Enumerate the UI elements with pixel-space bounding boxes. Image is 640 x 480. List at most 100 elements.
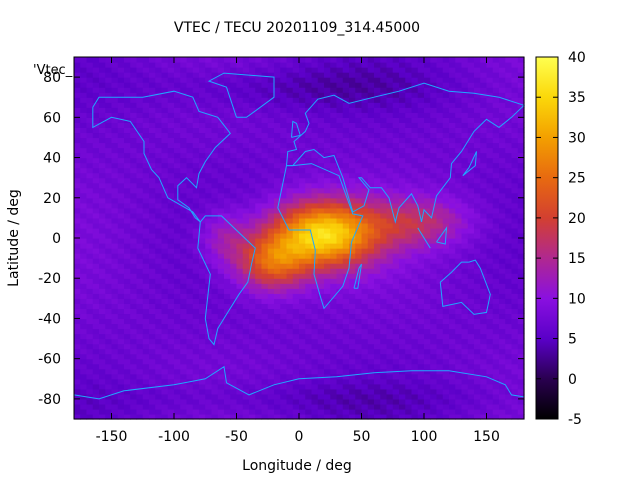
- heatmap-cell: [386, 288, 394, 294]
- heatmap-cell: [474, 72, 481, 78]
- heatmap-cell: [224, 187, 231, 194]
- heatmap-cell: [117, 167, 125, 174]
- heatmap-cell: [217, 258, 225, 264]
- heatmap-cell: [374, 102, 381, 108]
- heatmap-cell: [455, 263, 463, 269]
- heatmap-cell: [305, 383, 313, 390]
- heatmap-cell: [255, 162, 263, 169]
- heatmap-cell: [499, 127, 506, 134]
- heatmap-cell: [274, 172, 281, 179]
- heatmap-cell: [324, 348, 331, 355]
- heatmap-cell: [299, 187, 306, 194]
- heatmap-cell: [105, 238, 113, 244]
- heatmap-cell: [180, 363, 188, 370]
- heatmap-cell: [142, 283, 150, 289]
- heatmap-cell: [355, 238, 363, 244]
- heatmap-cell: [399, 207, 406, 214]
- heatmap-cell: [361, 172, 369, 179]
- heatmap-cell: [292, 142, 300, 149]
- heatmap-cell: [174, 403, 181, 410]
- heatmap-cell: [330, 122, 338, 128]
- heatmap-cell: [411, 167, 419, 174]
- heatmap-cell: [374, 207, 381, 214]
- heatmap-cell: [174, 328, 181, 335]
- heatmap-cell: [261, 283, 269, 289]
- heatmap-cell: [405, 373, 413, 380]
- heatmap-cell: [361, 398, 369, 405]
- heatmap-cell: [242, 398, 250, 405]
- heatmap-cell: [292, 273, 300, 279]
- heatmap-cell: [167, 227, 175, 234]
- heatmap-cell: [311, 268, 319, 274]
- heatmap-cell: [486, 368, 494, 375]
- heatmap-cell: [205, 152, 213, 159]
- heatmap-cell: [236, 107, 244, 113]
- heatmap-cell: [286, 117, 294, 123]
- heatmap-cell: [342, 248, 350, 254]
- heatmap-cell: [430, 162, 438, 169]
- heatmap-cell: [399, 202, 406, 209]
- heatmap-cell: [317, 212, 325, 219]
- heatmap-cell: [267, 243, 275, 249]
- heatmap-cell: [355, 122, 363, 128]
- heatmap-cell: [455, 57, 463, 63]
- heatmap-cell: [374, 398, 381, 405]
- heatmap-cell: [286, 278, 294, 284]
- heatmap-cell: [467, 87, 475, 93]
- heatmap-cell: [161, 67, 169, 73]
- heatmap-cell: [336, 313, 344, 320]
- heatmap-cell: [111, 152, 119, 159]
- heatmap-cell: [117, 363, 125, 370]
- heatmap-cell: [374, 87, 381, 93]
- heatmap-cell: [474, 253, 481, 259]
- heatmap-cell: [311, 87, 319, 93]
- heatmap-cell: [280, 132, 288, 139]
- heatmap-cell: [324, 323, 331, 330]
- heatmap-cell: [405, 182, 413, 189]
- heatmap-cell: [74, 413, 81, 420]
- heatmap-cell: [192, 197, 200, 204]
- heatmap-cell: [92, 167, 100, 174]
- heatmap-cell: [74, 62, 81, 68]
- heatmap-cell: [449, 157, 456, 164]
- heatmap-cell: [499, 263, 506, 269]
- heatmap-cell: [130, 177, 138, 184]
- heatmap-cell: [136, 283, 144, 289]
- heatmap-cell: [399, 62, 406, 68]
- heatmap-cell: [405, 328, 413, 335]
- heatmap-cell: [92, 263, 100, 269]
- heatmap-cell: [217, 142, 225, 149]
- heatmap-cell: [436, 202, 444, 209]
- heatmap-cell: [467, 192, 475, 199]
- heatmap-cell: [186, 313, 194, 320]
- heatmap-cell: [180, 403, 188, 410]
- heatmap-cell: [305, 293, 313, 299]
- heatmap-cell: [230, 232, 238, 239]
- heatmap-cell: [99, 227, 106, 234]
- heatmap-cell: [492, 403, 500, 410]
- heatmap-cell: [405, 232, 413, 239]
- heatmap-cell: [442, 97, 450, 103]
- heatmap-cell: [242, 273, 250, 279]
- heatmap-cell: [80, 248, 88, 254]
- heatmap-cell: [392, 77, 400, 83]
- heatmap-cell: [186, 408, 194, 415]
- heatmap-cell: [80, 373, 88, 380]
- heatmap-cell: [361, 72, 369, 78]
- heatmap-cell: [211, 333, 219, 340]
- heatmap-cell: [311, 363, 319, 370]
- heatmap-cell: [455, 248, 463, 254]
- heatmap-cell: [230, 283, 238, 289]
- heatmap-cell: [349, 383, 356, 390]
- heatmap-cell: [224, 142, 231, 149]
- heatmap-cell: [130, 67, 138, 73]
- heatmap-cell: [461, 97, 469, 103]
- heatmap-cell: [92, 87, 100, 93]
- heatmap-cell: [467, 253, 475, 259]
- heatmap-cell: [130, 278, 138, 284]
- heatmap-cell: [274, 243, 281, 249]
- heatmap-cell: [299, 303, 306, 309]
- heatmap-cell: [292, 398, 300, 405]
- heatmap-cell: [474, 87, 481, 93]
- heatmap-cell: [336, 157, 344, 164]
